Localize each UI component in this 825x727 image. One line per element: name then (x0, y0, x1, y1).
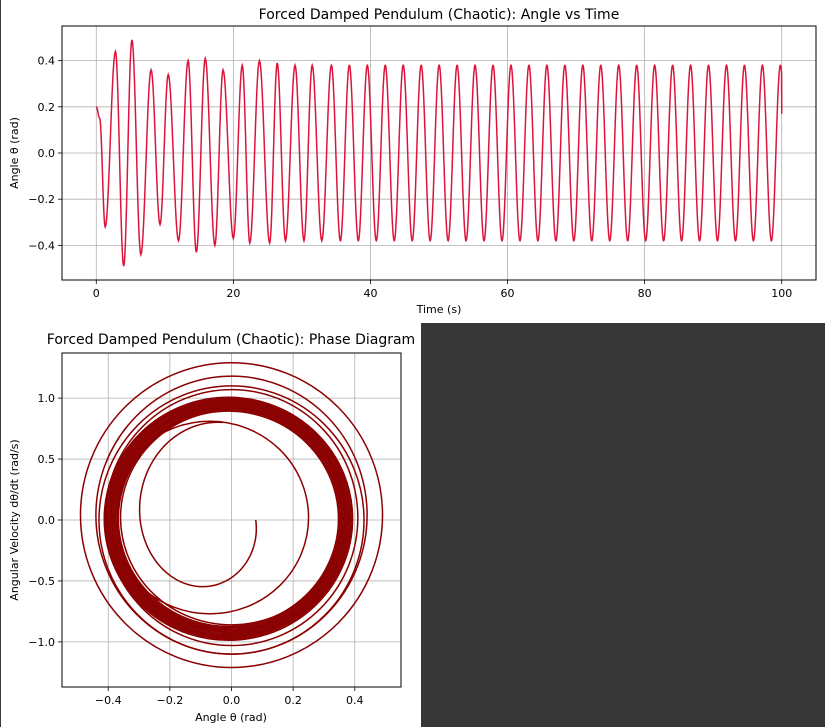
chart1-x-ticks: 0 20 40 60 80 100 (93, 280, 792, 300)
phase-limit-cycle-band (104, 397, 352, 640)
c1-y-tick-label: −0.2 (28, 193, 55, 206)
c2-x-tick-label: 0.4 (346, 694, 364, 707)
phase-limit-cycle-band (113, 406, 344, 632)
c1-x-tick-label: 40 (363, 287, 377, 300)
c1-y-tick-label: −0.4 (28, 239, 55, 252)
phase-limit-cycle-band (106, 399, 351, 639)
chart2-title: Forced Damped Pendulum (Chaotic): Phase … (47, 332, 415, 348)
phase-limit-cycle-band (116, 408, 341, 629)
c1-x-tick-label: 80 (638, 287, 652, 300)
c1-x-tick-label: 20 (226, 287, 240, 300)
chart2-x-ticks: −0.4 −0.2 0.0 0.2 0.4 (95, 687, 364, 707)
c2-y-tick-label: −1.0 (28, 636, 55, 649)
phase-loop (79, 362, 384, 669)
angle-vs-time-chart: Forced Damped Pendulum (Chaotic): Angle … (8, 7, 817, 316)
c1-y-tick-label: 0.0 (38, 147, 56, 160)
empty-dark-panel (421, 323, 825, 727)
chart2-y-ticks: −1.0 −0.5 0.0 0.5 1.0 (28, 392, 62, 649)
phase-limit-cycle-band (114, 407, 343, 631)
c2-x-tick-label: −0.2 (157, 694, 184, 707)
figure-left-edge (0, 0, 1, 727)
c2-y-tick-label: 1.0 (38, 392, 56, 405)
chart2-y-axis-label: Angular Velocity dθ/dt (rad/s) (8, 439, 21, 600)
phase-limit-cycle-band (110, 403, 347, 635)
phase-limit-cycle-band (111, 404, 345, 633)
chart1-y-ticks: −0.4 −0.2 0.0 0.2 0.4 (28, 55, 62, 252)
phase-transient-spiral (138, 421, 258, 588)
chart2-phase-trajectory (79, 362, 384, 669)
c1-y-tick-label: 0.4 (38, 55, 56, 68)
c2-y-tick-label: −0.5 (28, 575, 55, 588)
c2-y-tick-label: 0.5 (38, 453, 56, 466)
phase-limit-cycle-band (107, 400, 350, 637)
c2-x-tick-label: 0.2 (284, 694, 302, 707)
c1-x-tick-label: 0 (93, 287, 100, 300)
c2-y-tick-label: 0.0 (38, 514, 56, 527)
phase-diagram-chart: Forced Damped Pendulum (Chaotic): Phase … (8, 332, 415, 724)
c1-x-tick-label: 100 (771, 287, 792, 300)
chart1-title: Forced Damped Pendulum (Chaotic): Angle … (259, 7, 620, 23)
phase-limit-cycle-band (103, 396, 354, 642)
chart1-x-axis-label: Time (s) (416, 303, 462, 316)
chart1-angle-line (95, 39, 783, 267)
phase-limit-cycle-band (109, 402, 348, 636)
chart1-grid (62, 26, 816, 280)
c1-y-tick-label: 0.2 (38, 101, 56, 114)
c1-x-tick-label: 60 (501, 287, 515, 300)
c2-x-tick-label: 0.0 (223, 694, 241, 707)
c2-x-tick-label: −0.4 (95, 694, 122, 707)
chart2-x-axis-label: Angle θ (rad) (195, 711, 267, 724)
phase-loop (98, 385, 365, 655)
phase-limit-cycle-band (117, 410, 340, 628)
chart1-y-axis-label: Angle θ (rad) (8, 117, 21, 189)
